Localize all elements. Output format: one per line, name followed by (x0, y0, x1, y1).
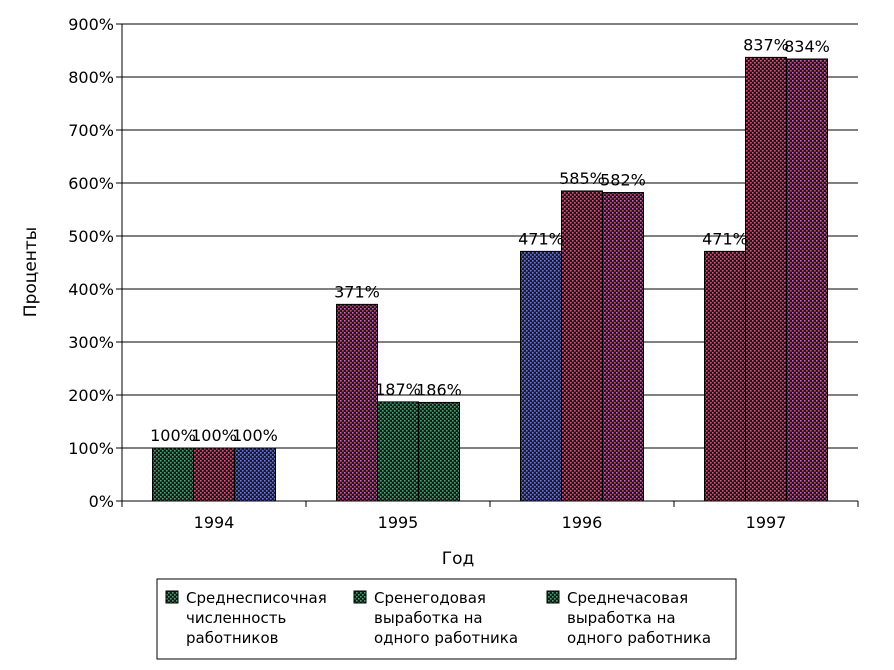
bar (152, 447, 194, 502)
data-label: 100% (191, 426, 237, 445)
bar (234, 447, 276, 502)
data-labels: 100%100%100%371%187%186%471%585%582%471%… (150, 35, 830, 445)
y-tick-label: 300% (68, 333, 114, 352)
bar (377, 401, 419, 502)
data-label: 471% (702, 229, 748, 248)
legend-label: одного работника (567, 629, 711, 647)
data-label: 837% (743, 35, 789, 54)
legend-label: численность (186, 609, 286, 627)
axes: 0% 100% 200% 300% 400% 500% 600% 700% 800% 900% 19… (68, 15, 859, 532)
bar (786, 58, 828, 502)
data-label: 371% (334, 282, 380, 301)
y-tick-label: 100% (68, 439, 114, 458)
data-label: 186% (416, 380, 462, 399)
data-label: 582% (600, 171, 646, 190)
legend-label: Среднечасовая (567, 589, 688, 607)
legend-label: работников (186, 629, 279, 647)
bar (520, 250, 562, 502)
y-tick-label: 900% (68, 15, 114, 34)
bar (602, 192, 644, 502)
y-tick-label: 800% (68, 68, 114, 87)
legend-label: Среднесписочная (186, 589, 327, 607)
x-axis-title: Год (442, 549, 475, 569)
bar (336, 303, 378, 502)
y-axis-title: Проценты (21, 227, 41, 317)
bars (152, 56, 828, 502)
data-label: 100% (150, 426, 196, 445)
data-label: 471% (518, 229, 564, 248)
data-label: 100% (232, 426, 278, 445)
legend-label: одного работника (374, 629, 518, 647)
x-tick-label: 1995 (378, 513, 419, 532)
legend-swatch (546, 590, 560, 604)
data-label: 834% (784, 37, 830, 56)
data-label: 585% (559, 169, 605, 188)
x-tick-label: 1996 (562, 513, 603, 532)
legend-box (156, 578, 737, 660)
bar (745, 56, 787, 502)
y-tick-label: 0% (89, 492, 114, 511)
y-tick-label: 600% (68, 174, 114, 193)
legend-label: Сренегодовая (374, 589, 486, 607)
y-tick-label: 500% (68, 227, 114, 246)
bar (561, 190, 603, 502)
bar (418, 401, 460, 502)
bar (193, 447, 235, 502)
data-label: 187% (375, 380, 421, 399)
legend: Среднесписочная численность работников Срен… (156, 578, 737, 660)
y-tick-label: 700% (68, 121, 114, 140)
x-tick-label: 1997 (746, 513, 787, 532)
x-tick-label: 1994 (194, 513, 235, 532)
legend-swatch (353, 590, 367, 604)
legend-label: выработка на (567, 609, 676, 627)
y-tick-label: 400% (68, 280, 114, 299)
y-tick-label: 200% (68, 386, 114, 405)
gridlines (122, 23, 858, 449)
bar (704, 250, 746, 502)
legend-label: выработка на (374, 609, 483, 627)
legend-swatch (165, 590, 179, 604)
